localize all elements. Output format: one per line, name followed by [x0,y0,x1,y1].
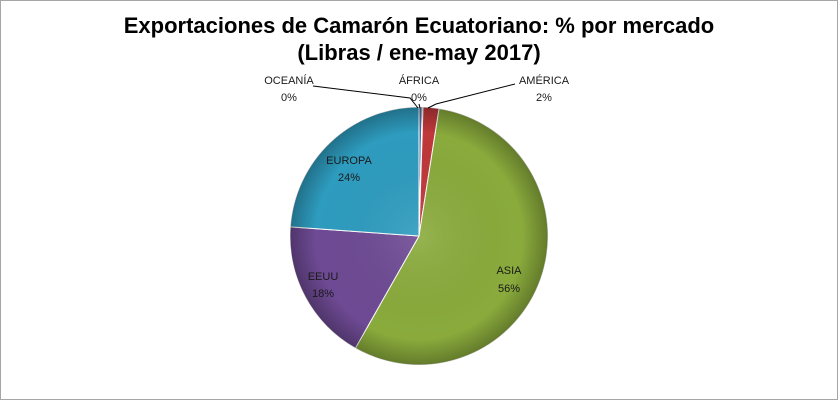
slice-value-america: 2% [536,92,552,104]
slice-label-eeuu: EEUU [308,271,339,283]
leader-line-oceania [312,85,419,109]
slice-value-oceania: 0% [281,92,297,104]
leader-line-america [427,83,516,109]
slice-label-america: AMÉRICA [519,74,570,87]
slice-label-asia: ASIA [496,265,522,277]
slice-value-asia: 56% [498,283,520,295]
chart-title: Exportaciones de Camarón Ecuatoriano: % … [124,13,714,38]
leader-line-africa [418,103,421,109]
chart-subtitle: (Libras / ene-may 2017) [297,40,540,65]
pie-slices [289,106,549,366]
slice-label-europa: EUROPA [326,155,372,167]
slice-labels: OCEANÍA 0% ÁFRICA 0% AMÉRICA 2% ASIA 56%… [264,74,569,300]
leader-lines [312,83,516,109]
slice-value-eeuu: 18% [312,288,334,300]
slice-label-oceania: OCEANÍA [264,74,314,87]
slice-value-africa: 0% [411,92,427,104]
slice-value-europa: 24% [338,172,360,184]
slice-label-africa: ÁFRICA [399,74,440,87]
